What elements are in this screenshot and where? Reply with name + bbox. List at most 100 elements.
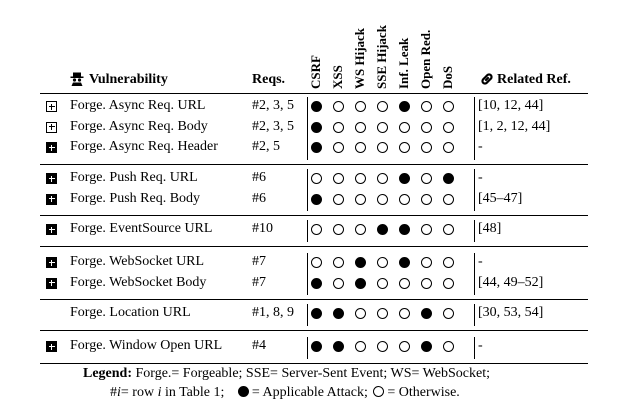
group-separator <box>40 245 588 247</box>
not-applicable-dot <box>443 193 454 205</box>
not-applicable-dot <box>355 142 366 153</box>
not-applicable-dot <box>399 308 410 319</box>
related-ref-header: Related Ref. <box>497 72 571 87</box>
vulnerability-header: Vulnerability <box>89 72 168 87</box>
not-applicable-dot <box>311 224 322 235</box>
vulnerability-name: Forge. Async Req. URL <box>70 98 206 113</box>
not-applicable-dot <box>421 173 432 184</box>
header-rule <box>40 93 588 94</box>
plus-square-filled-icon <box>46 277 57 289</box>
reqs-cell: #10 <box>252 221 273 236</box>
not-applicable-dot <box>377 173 388 184</box>
reqs-header: Reqs. <box>252 72 286 87</box>
not-applicable-dot <box>421 193 432 205</box>
reqs-cell: #4 <box>252 338 266 353</box>
legend-row-var: i <box>117 385 121 400</box>
related-ref-cell: [1, 2, 12, 44] <box>478 118 551 134</box>
not-applicable-dot <box>377 101 388 112</box>
not-applicable-dot <box>311 257 322 268</box>
attack-header-sse-hijack: SSE Hijack <box>374 25 389 89</box>
applicable-attack-dot <box>333 341 344 352</box>
applicable-attack-dot <box>333 308 344 319</box>
related-ref-cell: - <box>478 139 483 154</box>
not-applicable-dot <box>333 101 344 112</box>
vulnerability-name: Forge. Async Req. Body <box>70 118 208 134</box>
not-applicable-dot <box>355 173 366 184</box>
not-applicable-dot <box>421 277 432 289</box>
applicable-attack-dot <box>311 341 322 352</box>
related-ref-cell: [44, 49–52] <box>478 274 544 290</box>
column-divider-left <box>307 169 308 211</box>
column-divider-right <box>474 220 475 242</box>
legend-table-ref: in Table 1; <box>164 385 225 400</box>
not-applicable-dot <box>443 101 454 112</box>
plus-square-filled-icon <box>46 341 57 352</box>
not-applicable-dot <box>421 121 432 133</box>
attack-header-inf-leak: Inf. Leak <box>396 37 411 89</box>
group-separator <box>40 329 588 331</box>
column-divider-right <box>474 97 475 160</box>
not-applicable-dot <box>377 308 388 319</box>
related-ref-cell: [45–47] <box>478 190 523 206</box>
not-applicable-dot <box>333 277 344 289</box>
plus-square-filled-icon <box>46 193 57 205</box>
legend-applicable: = Applicable Attack; <box>251 385 368 400</box>
not-applicable-dot <box>399 193 410 205</box>
attack-header-csrf: CSRF <box>308 55 323 89</box>
table-bottom-rule <box>40 362 588 364</box>
vulnerability-name: Forge. Async Req. Header <box>70 139 218 154</box>
not-applicable-dot <box>421 142 432 153</box>
related-ref-cell: - <box>478 338 483 353</box>
not-applicable-dot <box>443 257 454 268</box>
reqs-cell: #1, 8, 9 <box>252 305 294 320</box>
not-applicable-dot <box>377 121 388 133</box>
vulnerability-name: Forge. Location URL <box>70 305 191 320</box>
legend-row-pre: # <box>110 385 117 400</box>
not-applicable-dot <box>333 257 344 268</box>
column-divider-right <box>474 253 475 295</box>
not-applicable-dot <box>333 142 344 153</box>
vulnerability-name: Forge. Window Open URL <box>70 338 223 353</box>
related-ref-cell: - <box>478 170 483 185</box>
not-applicable-dot <box>333 193 344 205</box>
legend-line-2: #i= row i in Table 1; = Applicable Attac… <box>110 385 460 400</box>
legend-filled-circle <box>237 386 249 397</box>
group-separator <box>40 163 588 165</box>
legend-abbreviations: Forge.= Forgeable; SSE= Server-Sent Even… <box>135 366 490 381</box>
applicable-attack-dot <box>311 193 322 205</box>
applicable-attack-dot <box>399 257 410 268</box>
reqs-cell: #7 <box>252 254 266 269</box>
link-icon <box>480 72 494 86</box>
not-applicable-dot <box>399 277 410 289</box>
applicable-attack-dot <box>399 173 410 184</box>
not-applicable-dot <box>443 341 454 352</box>
attack-header-dos: DoS <box>440 65 455 89</box>
column-divider-right <box>474 304 475 326</box>
vulnerability-name: Forge. Push Req. URL <box>70 170 198 185</box>
not-applicable-dot <box>443 308 454 319</box>
plus-square-filled-icon <box>46 142 57 153</box>
attack-header-xss: XSS <box>330 65 345 89</box>
plus-square-filled-icon <box>46 224 57 235</box>
applicable-attack-dot <box>399 224 410 235</box>
group-separator <box>40 215 588 216</box>
related-ref-cell: - <box>478 254 483 269</box>
column-divider-left <box>307 220 308 242</box>
not-applicable-dot <box>333 121 344 133</box>
reqs-cell: #2, 3, 5 <box>252 118 294 134</box>
applicable-attack-dot <box>311 121 322 133</box>
reqs-cell: #6 <box>252 190 266 206</box>
related-ref-cell: [48] <box>478 221 502 236</box>
not-applicable-dot <box>333 173 344 184</box>
attack-header-ws-hijack: WS Hijack <box>352 27 367 89</box>
not-applicable-dot <box>377 193 388 205</box>
not-applicable-dot <box>311 173 322 184</box>
not-applicable-dot <box>421 257 432 268</box>
legend-line-1: Legend: Forge.= Forgeable; SSE= Server-S… <box>83 367 490 381</box>
plus-square-filled-icon <box>46 257 57 268</box>
applicable-attack-dot <box>443 173 454 184</box>
not-applicable-dot <box>443 121 454 133</box>
not-applicable-dot <box>355 341 366 352</box>
column-divider-right <box>474 169 475 211</box>
applicable-attack-dot <box>311 277 322 289</box>
